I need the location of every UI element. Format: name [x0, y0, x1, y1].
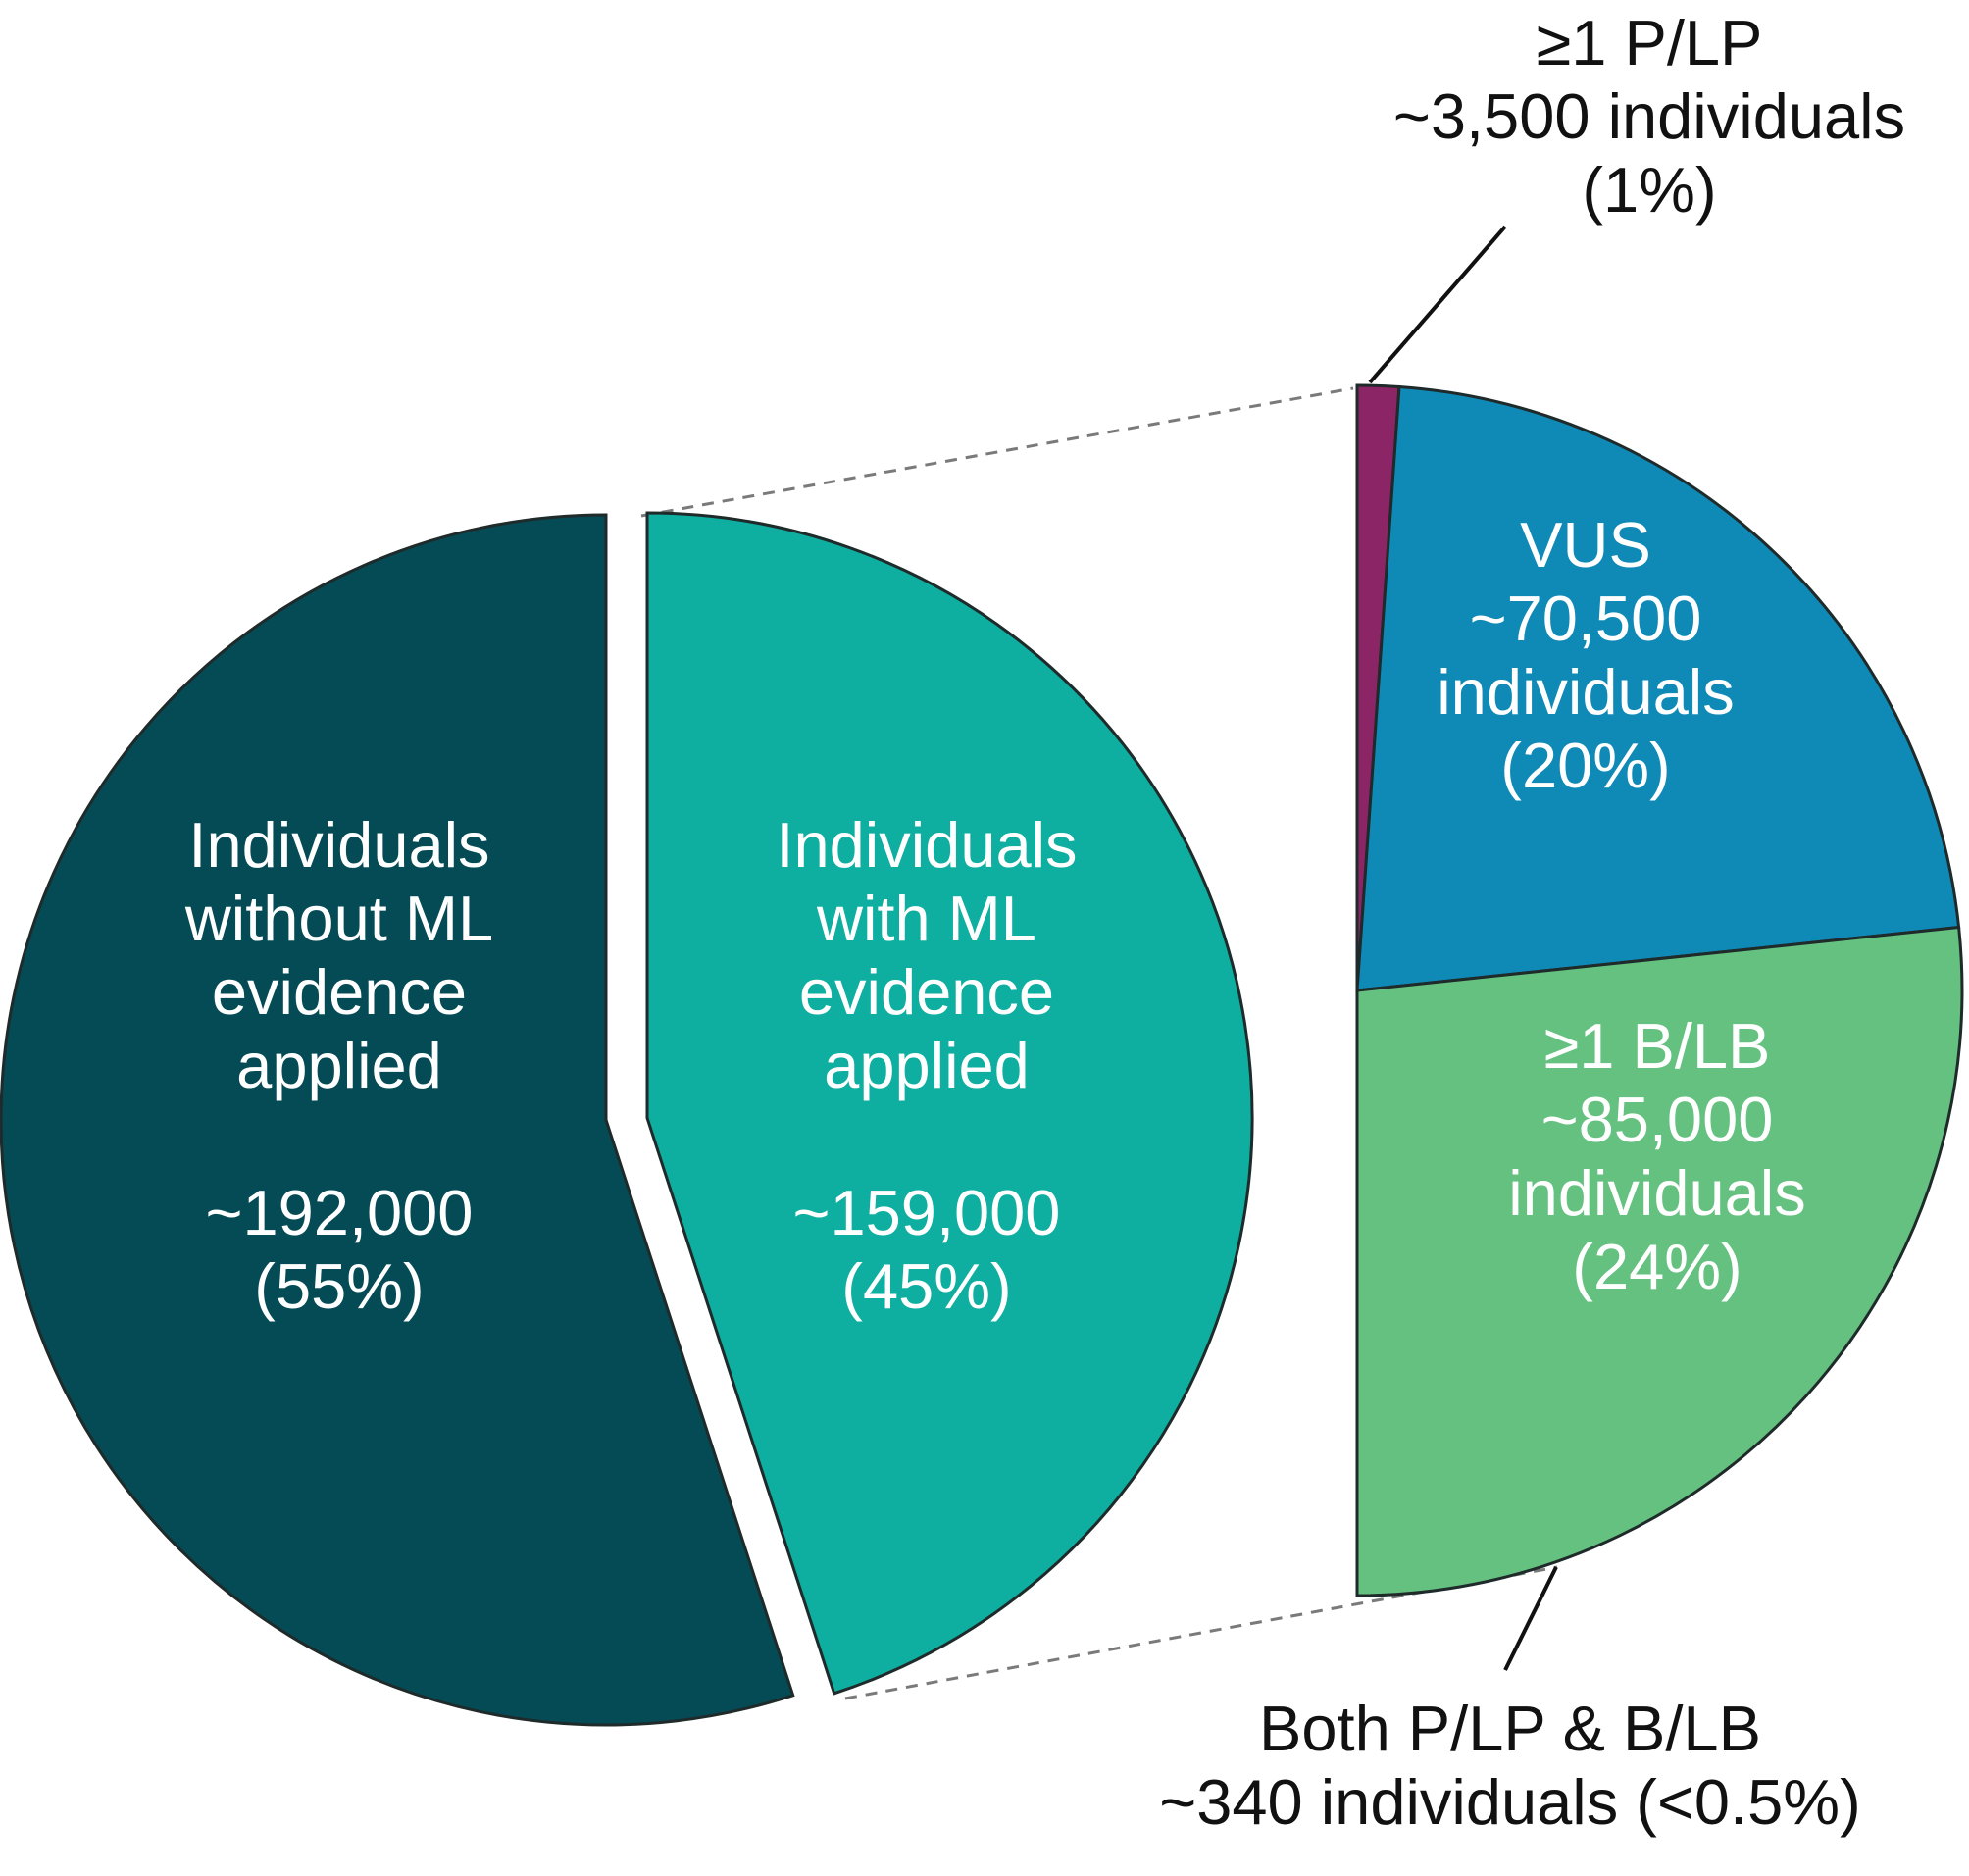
- label-plp-line: (1%): [1582, 154, 1716, 226]
- label-with-ml-line: evidence: [799, 956, 1054, 1028]
- label-vus-line: VUS: [1520, 509, 1651, 581]
- slice-vus: [1355, 384, 1961, 992]
- label-vus-line: (20%): [1500, 730, 1670, 801]
- slice-label-with-ml: Individuals with ML evidence applied ~159,00…: [776, 809, 1077, 1322]
- label-plp-line: ~3,500 individuals: [1393, 80, 1905, 152]
- slice-with-ml-evidence: [645, 511, 1254, 1696]
- label-with-ml-line: Individuals: [776, 809, 1077, 881]
- callout-label-plp: ≥1 P/LP ~3,500 individuals (1%): [1393, 7, 1905, 226]
- slice-label-without-ml: Individuals without ML evidence applied ~192…: [184, 809, 493, 1322]
- label-blb-line: (24%): [1572, 1231, 1742, 1302]
- label-with-ml-line: (45%): [841, 1250, 1011, 1322]
- slice-without-ml-evidence: [0, 513, 795, 1727]
- label-blb-line: ~85,000: [1541, 1084, 1774, 1155]
- label-without-ml-line: (55%): [254, 1250, 424, 1322]
- breakdown-pie: VUS ~70,500 individuals (20%) ≥1 B/LB ~85,00…: [1355, 383, 1964, 1597]
- label-both-line: ~340 individuals (<0.5%): [1159, 1766, 1860, 1838]
- slice-label-blb: ≥1 B/LB ~85,000 individuals (24%): [1508, 1010, 1806, 1302]
- label-without-ml-line: ~192,000: [206, 1177, 474, 1248]
- label-vus-line: individuals: [1437, 656, 1735, 728]
- callouts: ≥1 P/LP ~3,500 individuals (1%) Both P/LP …: [1159, 7, 1905, 1838]
- label-blb-line: ≥1 B/LB: [1544, 1010, 1771, 1082]
- connector-line-top: [640, 386, 1354, 518]
- label-without-ml-line: evidence: [212, 956, 467, 1028]
- label-without-ml-line: Individuals: [188, 809, 489, 881]
- label-plp-line: ≥1 P/LP: [1537, 7, 1763, 78]
- callout-label-both: Both P/LP & B/LB ~340 individuals (<0.5%): [1159, 1693, 1860, 1838]
- label-with-ml-line: ~159,000: [793, 1177, 1061, 1248]
- main-pie: Individuals without ML evidence applied ~192…: [0, 511, 1254, 1727]
- label-blb-line: individuals: [1508, 1157, 1806, 1229]
- label-without-ml-line: applied: [236, 1030, 442, 1101]
- callout-line-both: [1503, 1566, 1558, 1671]
- label-without-ml-line: without ML: [184, 883, 493, 954]
- label-with-ml-line: with ML: [816, 883, 1036, 954]
- label-both-line: Both P/LP & B/LB: [1259, 1693, 1761, 1764]
- callout-line-plp: [1368, 225, 1507, 384]
- label-with-ml-line: applied: [824, 1030, 1030, 1101]
- slice-blb: [1355, 925, 1964, 1597]
- slice-label-vus: VUS ~70,500 individuals (20%): [1437, 509, 1735, 801]
- label-vus-line: ~70,500: [1470, 583, 1702, 654]
